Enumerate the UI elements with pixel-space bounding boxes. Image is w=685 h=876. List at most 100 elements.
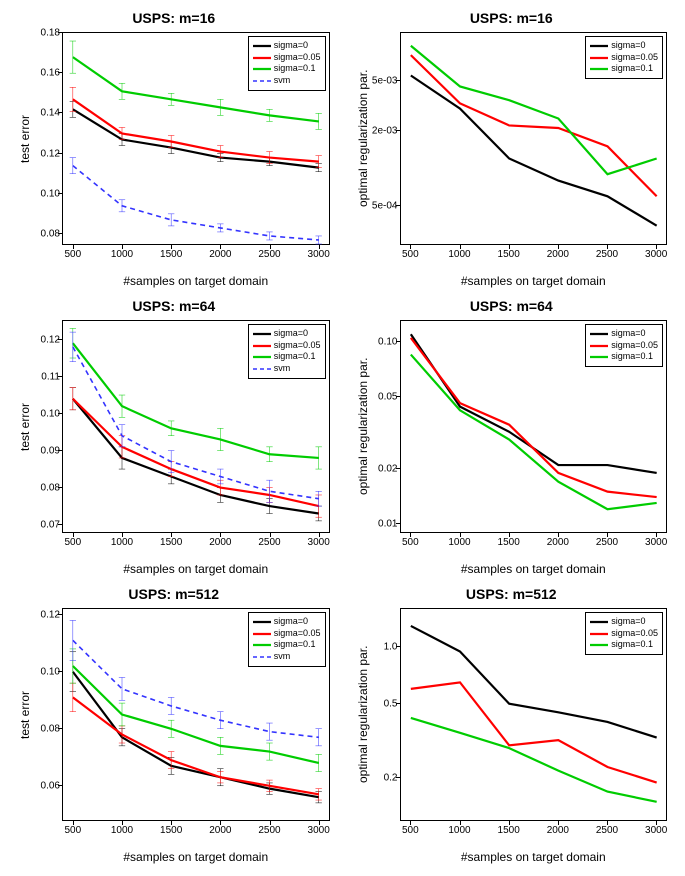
panel-title: USPS: m=512 xyxy=(10,586,338,602)
y-tick-label: 0.11 xyxy=(41,371,60,382)
legend-row: sigma=0 xyxy=(590,40,658,52)
x-tick-label: 3000 xyxy=(645,537,667,548)
legend-row: sigma=0.05 xyxy=(253,340,321,352)
legend: sigma=0sigma=0.05sigma=0.1svm xyxy=(248,612,326,667)
y-tick-label: 0.10 xyxy=(41,666,60,677)
errorbar xyxy=(70,87,76,111)
y-axis-label: test error xyxy=(18,608,32,821)
x-tick-label: 3000 xyxy=(308,537,330,548)
series-line xyxy=(73,666,319,763)
legend-label: sigma=0.05 xyxy=(274,52,321,64)
series-line xyxy=(73,672,319,797)
legend-swatch xyxy=(253,342,271,350)
x-tick-label: 1000 xyxy=(111,537,133,548)
legend-swatch xyxy=(590,54,608,62)
legend-swatch xyxy=(590,65,608,73)
y-tick-label: 0.08 xyxy=(41,723,60,734)
y-tick-label: 0.07 xyxy=(41,519,60,530)
x-tick-label: 2000 xyxy=(209,537,231,548)
y-tick-label: 0.5 xyxy=(384,698,398,709)
x-tick-label: 500 xyxy=(64,537,81,548)
y-axis-label: test error xyxy=(18,320,32,533)
panel-title: USPS: m=16 xyxy=(348,10,676,26)
legend-swatch xyxy=(590,641,608,649)
x-tick-label: 1000 xyxy=(111,825,133,836)
legend-row: sigma=0.05 xyxy=(590,628,658,640)
x-tick-label: 2500 xyxy=(258,825,280,836)
legend-swatch xyxy=(253,65,271,73)
legend-label: sigma=0.05 xyxy=(611,628,658,640)
x-tick-label: 1500 xyxy=(160,825,182,836)
chart-panel: USPS: m=64test error#samples on target d… xyxy=(10,298,338,578)
legend-label: sigma=0.05 xyxy=(611,340,658,352)
errorbar xyxy=(70,683,76,712)
legend-swatch xyxy=(253,641,271,649)
x-tick-label: 2000 xyxy=(209,825,231,836)
legend-row: sigma=0 xyxy=(590,616,658,628)
x-axis-label: #samples on target domain xyxy=(400,274,668,288)
legend-swatch xyxy=(590,42,608,50)
x-tick-label: 3000 xyxy=(645,825,667,836)
panel-title: USPS: m=64 xyxy=(348,298,676,314)
x-tick-label: 2500 xyxy=(258,537,280,548)
legend-row: sigma=0.1 xyxy=(253,351,321,363)
plot-area: 500100015002000250030000.070.080.090.100… xyxy=(62,320,330,533)
x-tick-label: 2000 xyxy=(547,249,569,260)
x-tick-label: 3000 xyxy=(645,249,667,260)
legend-row: sigma=0 xyxy=(253,616,321,628)
x-tick-label: 2000 xyxy=(209,249,231,260)
legend-row: svm xyxy=(253,75,321,87)
x-tick-label: 1000 xyxy=(448,537,470,548)
legend-swatch xyxy=(590,630,608,638)
y-tick-label: 0.02 xyxy=(378,463,397,474)
legend-label: sigma=0.1 xyxy=(611,63,653,75)
plot-area: 500100015002000250030005e-042e-035e-03si… xyxy=(400,32,668,245)
legend-swatch xyxy=(253,653,271,661)
y-axis-label: optimal regularization par. xyxy=(356,608,370,821)
chart-panel: USPS: m=16 optimal regularization par. #sa… xyxy=(348,10,676,290)
y-tick-label: 0.2 xyxy=(384,773,398,784)
plot-area: 500100015002000250030000.010.020.050.10s… xyxy=(400,320,668,533)
errorbar xyxy=(70,158,76,174)
legend-label: sigma=0 xyxy=(611,328,645,340)
x-tick-label: 2500 xyxy=(596,537,618,548)
legend-row: sigma=0.1 xyxy=(253,63,321,75)
legend-label: sigma=0.1 xyxy=(274,351,316,363)
x-tick-label: 500 xyxy=(402,537,419,548)
y-tick-label: 0.05 xyxy=(378,391,397,402)
legend-label: svm xyxy=(274,75,291,87)
legend: sigma=0sigma=0.05sigma=0.1svm xyxy=(248,324,326,379)
chart-panel: USPS: m=512optimal regularization par.#s… xyxy=(348,586,676,866)
x-tick-label: 1500 xyxy=(160,249,182,260)
legend: sigma=0sigma=0.05sigma=0.1svm xyxy=(248,36,326,91)
legend-label: sigma=0.1 xyxy=(611,351,653,363)
x-tick-label: 2000 xyxy=(547,825,569,836)
series-line xyxy=(410,718,656,802)
legend-row: sigma=0.1 xyxy=(590,63,658,75)
x-tick-label: 1500 xyxy=(498,537,520,548)
series-line xyxy=(73,166,319,240)
panel-title: USPS: m=512 xyxy=(348,586,676,602)
y-axis-label: optimal regularization par. xyxy=(356,32,370,245)
y-axis-label: optimal regularization par. xyxy=(356,320,370,533)
legend: sigma=0sigma=0.05sigma=0.1 xyxy=(585,36,663,79)
legend-swatch xyxy=(253,365,271,373)
x-tick-label: 2000 xyxy=(547,537,569,548)
y-tick-label: 0.01 xyxy=(378,518,397,529)
y-tick-label: 5e-03 xyxy=(372,75,398,86)
legend-label: sigma=0 xyxy=(274,328,308,340)
x-tick-label: 2500 xyxy=(596,825,618,836)
plot-area: 500100015002000250030000.20.51.0sigma=0s… xyxy=(400,608,668,821)
series-line xyxy=(410,76,656,226)
legend-row: sigma=0 xyxy=(590,328,658,340)
legend-row: svm xyxy=(253,363,321,375)
legend-label: sigma=0.05 xyxy=(274,340,321,352)
legend-row: sigma=0.1 xyxy=(590,351,658,363)
x-tick-label: 1000 xyxy=(448,825,470,836)
legend-label: sigma=0.1 xyxy=(274,63,316,75)
legend-swatch xyxy=(253,330,271,338)
legend-label: sigma=0.05 xyxy=(611,52,658,64)
y-tick-label: 0.16 xyxy=(41,68,60,79)
legend-row: sigma=0.1 xyxy=(253,639,321,651)
y-tick-label: 0.18 xyxy=(41,28,60,39)
